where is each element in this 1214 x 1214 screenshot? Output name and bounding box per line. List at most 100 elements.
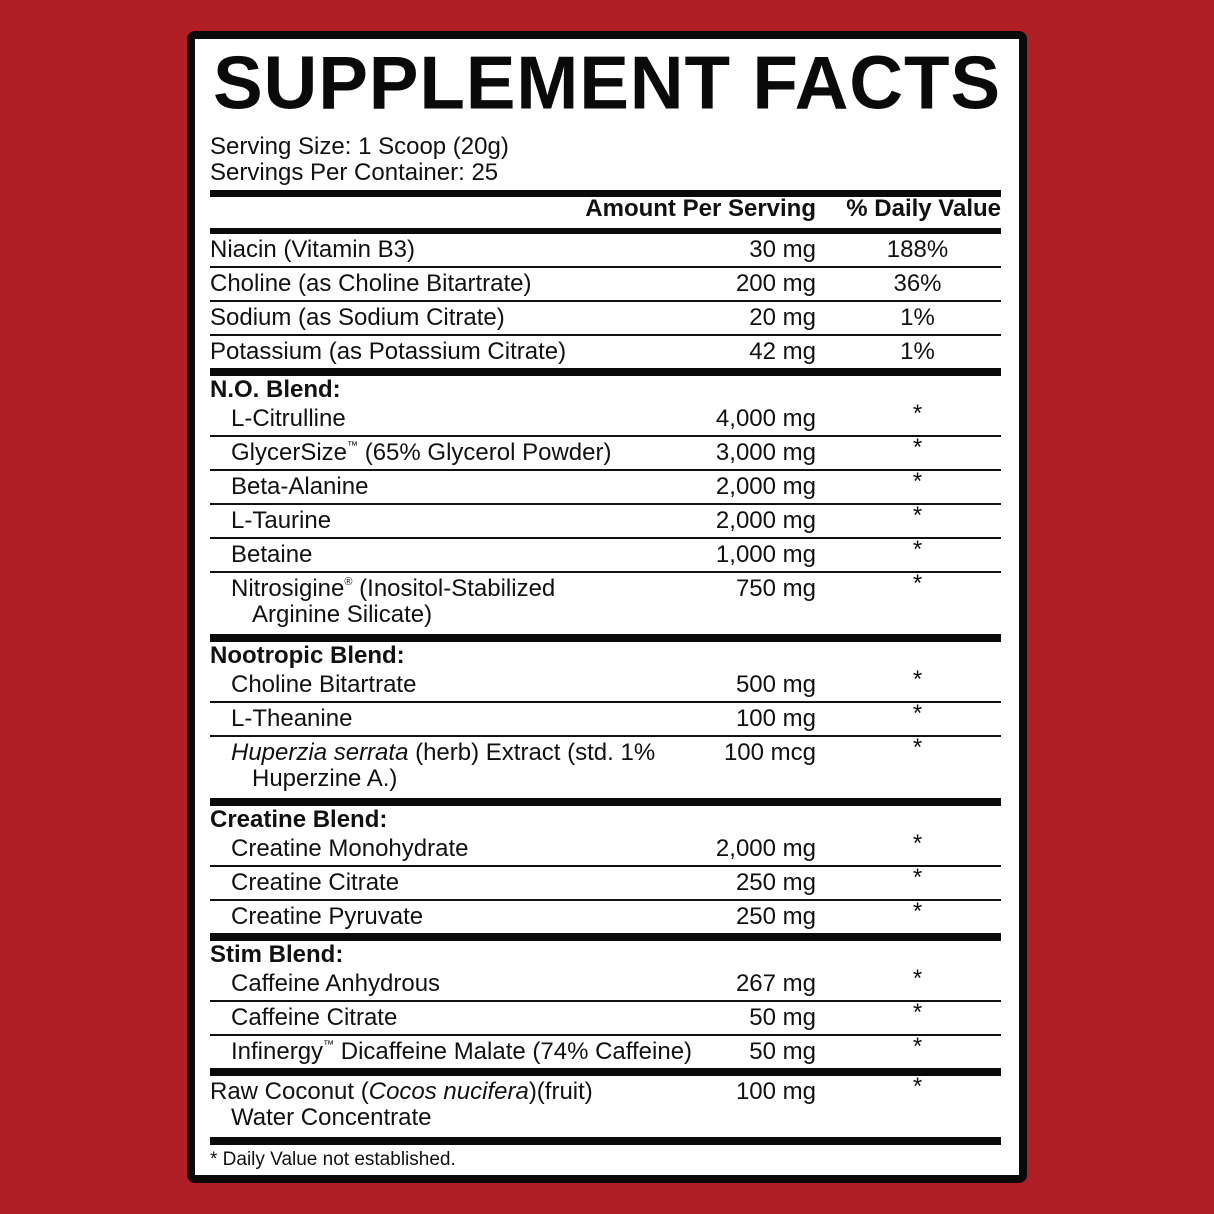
nutrient-row: L-Theanine 100 mg * — [210, 700, 1001, 737]
nutrient-name: Choline (as Choline Bitartrate) — [210, 271, 1001, 297]
amount-per-serving: 250 mg — [735, 903, 816, 930]
nutrient-row: Creatine Citrate 250 mg * — [210, 864, 1001, 901]
nutrient-name-line: GlycerSize™ (65% Glycerol Powder) — [231, 439, 611, 466]
daily-value: 36% — [893, 270, 942, 297]
nutrient-row: Caffeine Citrate 50 mg * — [210, 999, 1001, 1036]
amount-per-serving: 2,000 mg — [715, 835, 816, 862]
nutrient-name-line: Potassium (as Potassium Citrate) — [210, 338, 566, 365]
nutrient-name: Potassium (as Potassium Citrate) — [210, 339, 1001, 365]
daily-value: * — [912, 536, 923, 563]
botanical-name: Cocos nucifera — [368, 1078, 529, 1105]
nutrient-row: Infinergy™ Dicaffeine Malate (74% Caffei… — [210, 1034, 1001, 1068]
nutrient-name-text: Potassium (as Potassium Citrate) — [210, 338, 567, 365]
divider-thick — [210, 798, 1001, 806]
nutrient-name-text: Dicaffeine Malate (74% Caffeine) — [334, 1038, 693, 1065]
nutrient-name-continuation: Arginine Silicate) — [231, 602, 1001, 628]
nutrient-name: Beta-Alanine — [210, 474, 1001, 500]
botanical-name: Huperzia serrata — [231, 739, 409, 766]
nutrient-name-text: Arginine Silicate) — [252, 601, 433, 628]
blend-title: N.O. Blend: — [210, 376, 341, 403]
nutrient-row: Caffeine Anhydrous 267 mg * — [210, 966, 1001, 1002]
daily-value: * — [912, 502, 923, 529]
nutrient-name: L-Citrulline — [210, 406, 1001, 432]
amount-per-serving: 4,000 mg — [715, 405, 816, 432]
amount-per-serving: 100 mg — [735, 1078, 816, 1105]
amount-per-serving: 250 mg — [735, 869, 816, 896]
nutrient-name-text: Raw Coconut ( — [210, 1078, 369, 1105]
amount-per-serving: 3,000 mg — [715, 439, 816, 466]
nutrient-name-line: Creatine Pyruvate — [231, 903, 423, 930]
daily-value: 1% — [900, 304, 935, 331]
nutrient-name: Betaine — [210, 542, 1001, 568]
nutrient-name-line: L-Taurine — [231, 507, 331, 534]
nutrient-row: Creatine Pyruvate 250 mg * — [210, 898, 1001, 933]
nutrient-row: Huperzia serrata (herb) Extract (std. 1%… — [210, 735, 1001, 798]
blend-title: Creatine Blend: — [210, 806, 388, 833]
daily-value: * — [912, 400, 923, 427]
amount-per-serving: 20 mg — [749, 304, 816, 331]
daily-value: 188% — [886, 236, 949, 263]
nutrient-name-line: Choline Bitartrate — [231, 671, 416, 698]
nutrient-name-line: Caffeine Anhydrous — [231, 970, 440, 997]
trademark-symbol: ® — [344, 576, 353, 588]
daily-value: * — [912, 1073, 923, 1100]
nutrient-row: Choline (as Choline Bitartrate) 200 mg 36% — [210, 268, 1001, 302]
nutrient-row: Potassium (as Potassium Citrate) 42 mg 1% — [210, 336, 1001, 368]
nutrient-row: L-Citrulline 4,000 mg * — [210, 400, 1001, 437]
nutrient-name-text: Infinergy — [231, 1038, 324, 1065]
nutrient-name-text: GlycerSize — [231, 439, 348, 466]
trademark-symbol: ™ — [347, 440, 359, 452]
nutrient-name-line: Nitrosigine® (Inositol-Stabilized — [231, 575, 555, 602]
nutrient-name: Caffeine Citrate — [210, 1005, 1001, 1031]
daily-value: * — [912, 700, 923, 727]
nutrient-name-text: Creatine Monohydrate — [231, 835, 469, 862]
amount-per-serving: 1,000 mg — [715, 541, 816, 568]
nutrient-name-text: )(fruit) — [528, 1078, 593, 1105]
nutrient-name-line: Creatine Citrate — [231, 869, 399, 896]
daily-value: * — [912, 864, 923, 891]
column-header-daily-value: % Daily Value — [846, 195, 1001, 222]
blend-title: Stim Blend: — [210, 941, 344, 968]
facts-table: Niacin (Vitamin B3) 30 mg 188% Choline (as … — [210, 228, 1001, 1172]
amount-per-serving: 30 mg — [749, 236, 816, 263]
nutrient-row: GlycerSize™ (65% Glycerol Powder) 3,000 m… — [210, 434, 1001, 471]
nutrient-name: Infinergy™ Dicaffeine Malate (74% Caffei… — [210, 1039, 1001, 1065]
nutrient-name-text: Choline (as Choline Bitartrate) — [210, 270, 532, 297]
nutrient-name: Caffeine Anhydrous — [210, 971, 1001, 997]
nutrient-name-line: Creatine Monohydrate — [231, 835, 468, 862]
daily-value: * — [912, 434, 923, 461]
nutrient-name-line: Choline (as Choline Bitartrate) — [210, 270, 531, 297]
nutrient-name-text: Niacin (Vitamin B3) — [210, 236, 415, 263]
daily-value: * — [912, 898, 923, 925]
nutrient-name: Raw Coconut (Cocos nucifera)(fruit) Water… — [210, 1079, 1001, 1131]
nutrient-name-line: L-Theanine — [231, 705, 352, 732]
nutrient-name-line: Betaine — [231, 541, 312, 568]
divider-thick — [210, 190, 1001, 197]
amount-per-serving: 100 mg — [735, 705, 816, 732]
nutrient-name-text: (Inositol-Stabilized — [352, 575, 556, 602]
nutrient-name-text: Huperzine A.) — [252, 765, 398, 792]
nutrient-name: Huperzia serrata (herb) Extract (std. 1%… — [210, 740, 1001, 792]
nutrient-name: Nitrosigine® (Inositol-Stabilized Arginin… — [210, 576, 1001, 628]
nutrient-row: Sodium (as Sodium Citrate) 20 mg 1% — [210, 302, 1001, 336]
nutrient-name-text: L-Citrulline — [231, 405, 346, 432]
amount-per-serving: 50 mg — [749, 1038, 816, 1065]
supplement-facts-panel — [187, 31, 1027, 1183]
nutrient-name: Sodium (as Sodium Citrate) — [210, 305, 1001, 331]
nutrient-row: Beta-Alanine 2,000 mg * — [210, 468, 1001, 505]
daily-value: * — [912, 999, 923, 1026]
daily-value: * — [912, 468, 923, 495]
divider-thick — [210, 933, 1001, 941]
daily-value: 1% — [900, 338, 935, 365]
nutrient-name: L-Theanine — [210, 706, 1001, 732]
nutrient-name-text: Nitrosigine — [231, 575, 345, 602]
nutrient-name: L-Taurine — [210, 508, 1001, 534]
nutrient-name-text: Beta-Alanine — [231, 473, 369, 500]
amount-per-serving: 50 mg — [749, 1004, 816, 1031]
servings-per-container: Servings Per Container: 25 — [210, 159, 499, 186]
nutrient-name-text: Choline Bitartrate — [231, 671, 417, 698]
nutrient-name-line: Raw Coconut (Cocos nucifera)(fruit) — [210, 1078, 593, 1105]
daily-value: * — [912, 666, 923, 693]
nutrient-name-continuation: Water Concentrate — [210, 1105, 1001, 1131]
column-header-amount: Amount Per Serving — [585, 195, 816, 222]
